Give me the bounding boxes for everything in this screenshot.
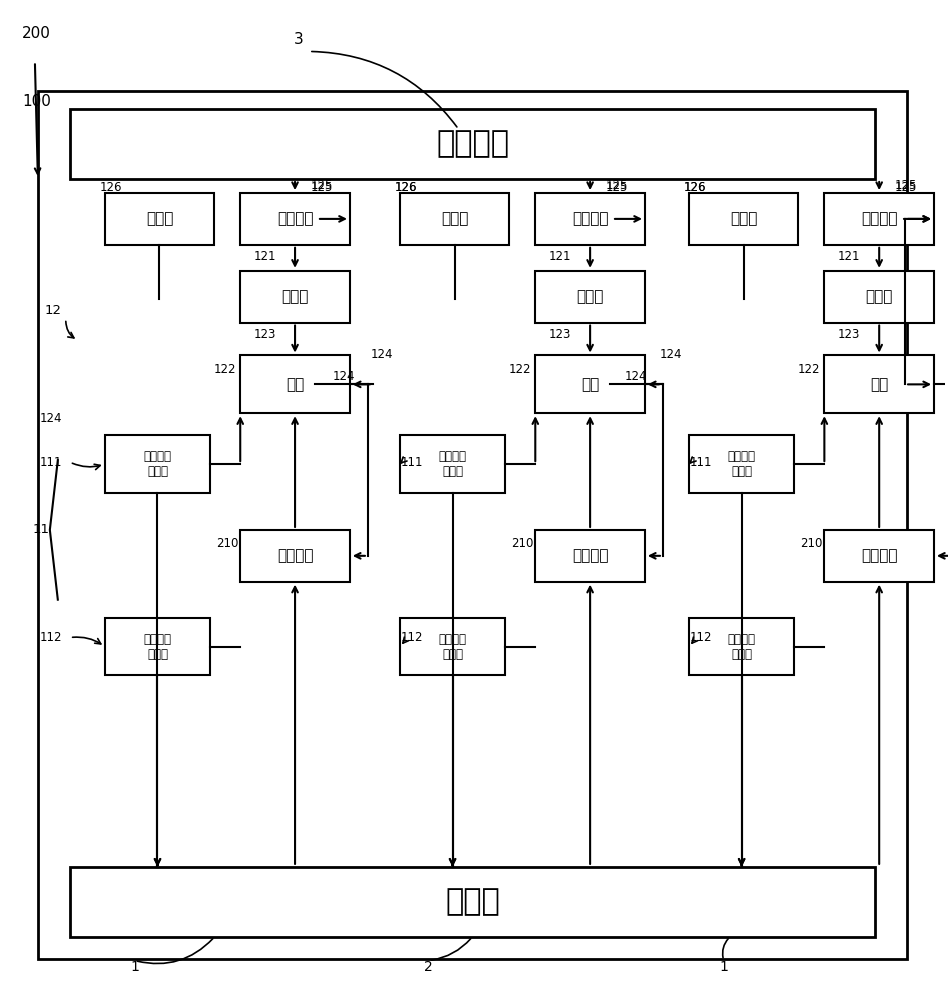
Text: 发热元件: 发热元件 — [572, 548, 609, 563]
Bar — [536, 271, 645, 323]
Text: 122: 122 — [214, 363, 237, 376]
Text: 液泵: 液泵 — [286, 377, 304, 392]
Bar — [689, 435, 794, 493]
Text: 112: 112 — [401, 631, 423, 644]
Text: 123: 123 — [254, 328, 276, 341]
Bar — [662, 279, 899, 707]
Text: 112: 112 — [690, 631, 712, 644]
Text: 存储器: 存储器 — [146, 211, 173, 226]
Text: 123: 123 — [549, 328, 572, 341]
Text: 控制器: 控制器 — [446, 887, 500, 916]
Text: 供电电源: 供电电源 — [436, 130, 509, 159]
Text: 122: 122 — [798, 363, 821, 376]
Bar — [104, 618, 210, 675]
Text: 126: 126 — [684, 181, 706, 194]
Text: 散热器: 散热器 — [282, 289, 309, 304]
Text: 124: 124 — [333, 370, 356, 383]
Bar — [240, 193, 350, 245]
Text: 126: 126 — [100, 181, 122, 194]
Text: 200: 200 — [22, 26, 51, 41]
Text: 散热风扇: 散热风扇 — [572, 211, 609, 226]
Text: 125: 125 — [606, 181, 629, 194]
Text: 210: 210 — [800, 537, 823, 550]
Text: 12: 12 — [45, 304, 62, 317]
Bar — [38, 91, 907, 959]
Bar — [689, 193, 798, 245]
Text: 散热风扇: 散热风扇 — [277, 211, 313, 226]
Text: 后端温度
传感器: 后端温度 传感器 — [143, 633, 172, 661]
Text: 2: 2 — [425, 960, 433, 974]
Text: 112: 112 — [39, 631, 62, 644]
Bar — [240, 530, 350, 582]
Text: 121: 121 — [838, 250, 861, 263]
Text: 3: 3 — [294, 32, 304, 47]
Text: 散热器: 散热器 — [866, 289, 893, 304]
Text: 11: 11 — [33, 523, 50, 536]
Text: 111: 111 — [39, 456, 62, 469]
Text: 122: 122 — [509, 363, 532, 376]
Text: 111: 111 — [401, 456, 423, 469]
Text: 后端温度
传感器: 后端温度 传感器 — [728, 633, 756, 661]
Text: 125: 125 — [895, 179, 918, 192]
Bar — [373, 279, 611, 707]
Bar — [104, 435, 210, 493]
Text: 124: 124 — [625, 370, 647, 383]
Bar — [70, 867, 875, 937]
Text: 前端温度
传感器: 前端温度 传感器 — [143, 450, 172, 478]
Text: 存储器: 存储器 — [730, 211, 757, 226]
Text: 126: 126 — [684, 181, 706, 194]
Bar — [400, 435, 505, 493]
Text: 124: 124 — [39, 412, 62, 425]
Text: 210: 210 — [511, 537, 534, 550]
Text: 126: 126 — [394, 181, 417, 194]
Text: 后端温度
传感器: 后端温度 传感器 — [439, 633, 466, 661]
Bar — [689, 618, 794, 675]
Bar — [536, 355, 645, 413]
Text: 123: 123 — [838, 328, 861, 341]
Bar — [536, 193, 645, 245]
Bar — [825, 193, 934, 245]
Text: 1: 1 — [720, 960, 728, 974]
Text: 发热元件: 发热元件 — [277, 548, 313, 563]
Text: 111: 111 — [690, 456, 712, 469]
Bar — [825, 355, 934, 413]
Text: 125: 125 — [606, 179, 629, 192]
Bar — [70, 109, 875, 179]
Text: 液泵: 液泵 — [870, 377, 888, 392]
Text: 125: 125 — [311, 181, 334, 194]
Text: 散热风扇: 散热风扇 — [861, 211, 898, 226]
Bar — [78, 279, 315, 707]
Bar — [400, 618, 505, 675]
Text: 100: 100 — [22, 94, 51, 109]
Bar — [825, 530, 934, 582]
Text: 121: 121 — [254, 250, 277, 263]
Text: 125: 125 — [895, 181, 918, 194]
Bar — [825, 271, 934, 323]
Text: 发热元件: 发热元件 — [861, 548, 898, 563]
Bar — [240, 271, 350, 323]
Text: 125: 125 — [311, 179, 334, 192]
Text: 1: 1 — [130, 960, 139, 974]
Text: 存储器: 存储器 — [441, 211, 468, 226]
Bar — [400, 193, 509, 245]
Bar — [104, 193, 214, 245]
Text: 124: 124 — [371, 348, 393, 361]
Text: 液泵: 液泵 — [581, 377, 599, 392]
Bar — [536, 530, 645, 582]
Bar — [240, 355, 350, 413]
Text: 124: 124 — [660, 348, 683, 361]
Text: 126: 126 — [394, 181, 417, 194]
Text: 前端温度
传感器: 前端温度 传感器 — [728, 450, 756, 478]
Text: 210: 210 — [216, 537, 239, 550]
Text: 121: 121 — [549, 250, 572, 263]
Text: 前端温度
传感器: 前端温度 传感器 — [439, 450, 466, 478]
Text: 散热器: 散热器 — [576, 289, 604, 304]
